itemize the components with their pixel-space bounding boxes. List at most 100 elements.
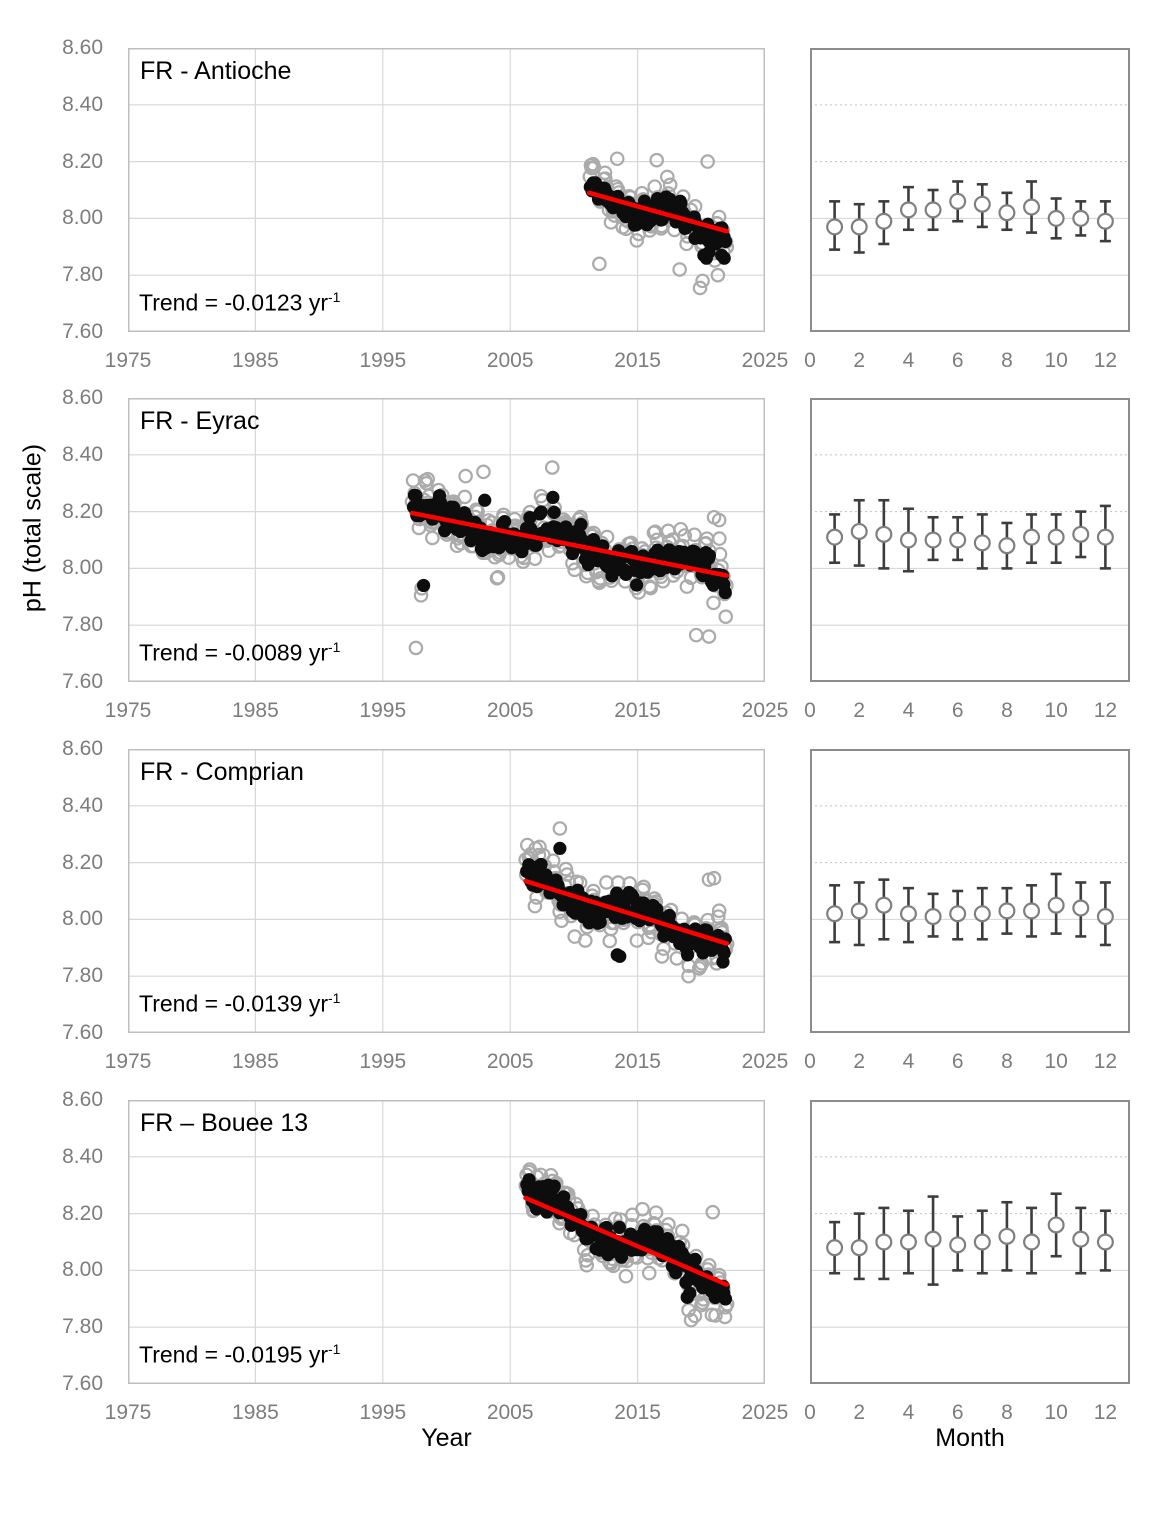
trend-exponent: -1 <box>328 990 341 1006</box>
monthly-mean-marker <box>998 902 1016 920</box>
trend-exponent: -1 <box>328 289 341 305</box>
tick-label: 7.60 <box>62 1021 103 1044</box>
monthly-mean-marker <box>850 902 868 920</box>
trend-line <box>409 510 730 578</box>
trend-line <box>586 190 730 234</box>
error-bar <box>899 185 917 232</box>
monthly-mean-marker <box>998 1227 1016 1245</box>
year-tick-labels: 1975 1985 1995 2005 2015 2025 <box>105 749 789 1094</box>
tick-label: 0 <box>804 1401 816 1424</box>
monthly-mean-marker <box>875 1233 893 1251</box>
monthly-mean-marker <box>973 1233 991 1251</box>
monthly-mean-marker <box>973 534 991 552</box>
monthly-mean-marker <box>875 525 893 543</box>
y-axis-title: pH (total scale) <box>18 443 47 613</box>
error-bar <box>850 498 868 567</box>
error-bar <box>973 886 991 941</box>
monthly-mean-marker <box>949 1236 967 1254</box>
panel-border <box>810 1100 1130 1384</box>
error-bar <box>998 191 1016 232</box>
tick-label: 8.20 <box>62 499 103 523</box>
error-bar <box>924 1195 942 1286</box>
tick-label: 1985 <box>232 1050 279 1073</box>
monthly-mean-marker <box>1072 209 1090 227</box>
monthly-mean-marker <box>949 531 967 549</box>
tick-label: 0 <box>804 1050 816 1073</box>
trend-annotation: Trend = -0.0089 yr-1 <box>139 639 340 667</box>
tick-label: 2025 <box>741 1401 789 1424</box>
error-bar <box>1096 200 1114 243</box>
timeseries-chart <box>128 48 765 332</box>
tick-label: 2005 <box>486 1050 534 1073</box>
monthly-mean-marker <box>1047 209 1065 227</box>
error-bar <box>1023 180 1041 234</box>
panel-title: FR – Bouee 13 <box>140 1109 309 1137</box>
trend-text: Trend = -0.0139 yr <box>139 990 328 1017</box>
monthly-mean-marker <box>850 1239 868 1257</box>
monthly-mean-marker <box>899 201 917 219</box>
monthly-chart <box>810 398 1130 682</box>
monthly-mean-marker <box>1096 1233 1114 1251</box>
trend-annotation: Trend = -0.0123 yr-1 <box>139 289 340 317</box>
trend-exponent: -1 <box>328 1341 341 1357</box>
month-tick-labels: 0 2 4 6 8 10 12 <box>804 1100 1130 1445</box>
timeseries-panel: FR - Comprian Trend = -0.0139 yr-1 1975 1… <box>105 749 788 1073</box>
year-tick-labels: 1975 1985 1995 2005 2015 2025 <box>105 48 789 393</box>
tick-label: 8.20 <box>62 1201 103 1225</box>
tick-label: 2005 <box>486 1401 534 1424</box>
panel-border <box>810 398 1130 682</box>
tick-label: 1975 <box>104 1401 152 1424</box>
monthly-mean-marker <box>973 905 991 923</box>
monthly-mean-marker <box>826 905 844 923</box>
x-axis-title-month: Month <box>935 1424 1005 1452</box>
error-bar <box>826 200 844 251</box>
monthly-mean-marker <box>1072 899 1090 917</box>
error-bar <box>899 1209 917 1275</box>
tick-label: 7.80 <box>62 613 103 637</box>
error-bar <box>875 878 893 941</box>
tick-label: 0 <box>804 349 816 372</box>
monthly-chart <box>810 48 1130 332</box>
tick-label: 7.60 <box>62 1372 103 1395</box>
panel-border <box>128 1100 765 1384</box>
error-bar <box>826 513 844 565</box>
error-bar <box>998 886 1016 935</box>
monthly-mean-marker <box>1047 896 1065 914</box>
error-bar <box>1072 881 1090 938</box>
tick-label: 2 <box>853 349 866 372</box>
error-bar <box>1072 510 1090 559</box>
monthly-mean-marker <box>899 531 917 549</box>
monthly-mean-marker <box>1072 1230 1090 1248</box>
monthly-mean-marker <box>850 218 868 236</box>
error-bar <box>973 1209 991 1275</box>
gridlines <box>128 48 765 332</box>
monthly-mean-marker <box>826 1239 844 1257</box>
tick-label: 2005 <box>486 349 534 372</box>
monthly-mean-marker <box>924 908 942 926</box>
tick-label: 12 <box>1093 349 1118 372</box>
tick-label: 6 <box>951 1050 964 1073</box>
panel-border <box>128 749 765 1033</box>
tick-label: 4 <box>902 349 915 372</box>
monthly-mean-marker <box>1047 1216 1065 1234</box>
timeseries-panel: FR – Bouee 13 Trend = -0.0195 yr-1 1975 1… <box>105 1100 788 1424</box>
tick-label: 10 <box>1044 699 1068 722</box>
tick-label: 2025 <box>741 699 789 722</box>
tick-label: 4 <box>902 699 915 722</box>
tick-label: 7.80 <box>62 1315 103 1339</box>
error-bar <box>949 889 967 941</box>
tick-label: 8.40 <box>62 92 103 116</box>
tick-label: 10 <box>1044 1050 1068 1073</box>
tick-label: 2025 <box>741 349 789 372</box>
tick-label: 4 <box>902 1401 915 1424</box>
error-bar <box>949 1215 967 1272</box>
monthly-chart <box>810 1100 1130 1384</box>
error-bar <box>850 1212 868 1281</box>
tick-label: 8.00 <box>62 556 103 580</box>
monthly-mean-marker <box>1023 902 1041 920</box>
trend-annotation: Trend = -0.0139 yr-1 <box>139 990 340 1018</box>
tick-label: 1995 <box>359 1401 407 1424</box>
tick-label: 8.00 <box>62 206 103 230</box>
tick-label: 1995 <box>359 349 407 372</box>
